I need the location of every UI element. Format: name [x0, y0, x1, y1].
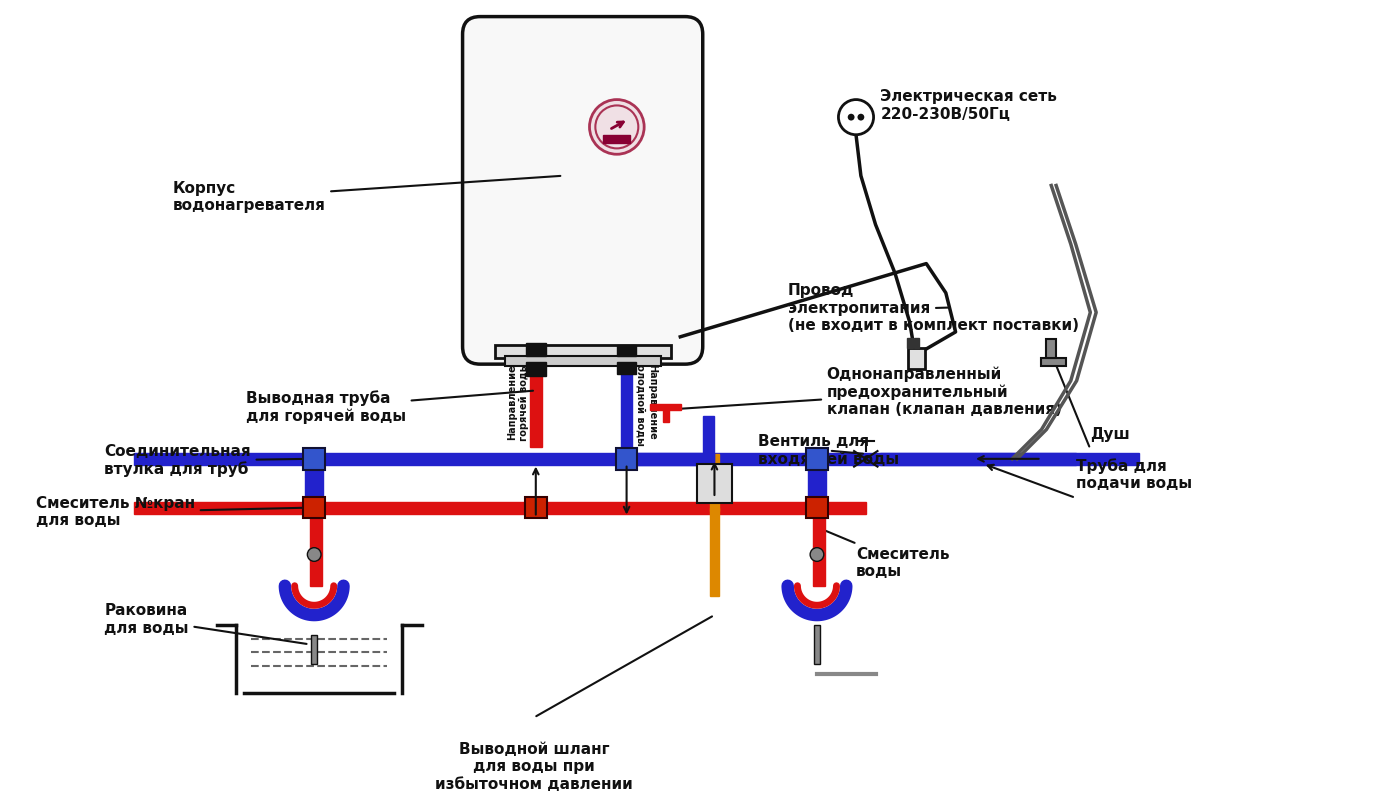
- Bar: [617, 362, 637, 374]
- Text: Однонаправленный
предохранительный
клапан (клапан давления): Однонаправленный предохранительный клапа…: [663, 366, 1062, 417]
- Bar: [650, 404, 681, 410]
- Bar: [495, 345, 670, 358]
- Bar: [310, 508, 322, 586]
- Text: Направление
горячей воды: Направление горячей воды: [508, 363, 529, 442]
- Bar: [710, 454, 720, 510]
- Bar: [807, 448, 828, 470]
- Text: Выводной шланг
для воды при
избыточном давлении: Выводной шланг для воды при избыточном д…: [435, 742, 632, 792]
- Text: Душ: Душ: [1091, 427, 1131, 442]
- Bar: [311, 634, 317, 664]
- Bar: [303, 448, 325, 470]
- Bar: [913, 338, 919, 347]
- Bar: [617, 345, 637, 356]
- FancyBboxPatch shape: [462, 17, 703, 364]
- Bar: [306, 453, 322, 502]
- Text: Провод
электропитания
(не входит в комплект поставки): Провод электропитания (не входит в компл…: [787, 283, 1078, 333]
- Bar: [812, 508, 825, 586]
- Circle shape: [590, 99, 644, 154]
- Bar: [710, 508, 720, 595]
- Bar: [621, 346, 632, 447]
- Bar: [530, 346, 541, 447]
- Text: Труба для
подачи воды: Труба для подачи воды: [1075, 458, 1192, 491]
- Bar: [134, 453, 1139, 465]
- Text: Смеситель №кран
для воды: Смеситель №кран для воды: [36, 496, 306, 528]
- Bar: [908, 347, 926, 369]
- Bar: [627, 453, 714, 465]
- Circle shape: [595, 106, 638, 148]
- Bar: [663, 408, 668, 422]
- Text: Направление
холодной воды: Направление холодной воды: [635, 358, 657, 446]
- Bar: [808, 453, 826, 502]
- Circle shape: [307, 548, 321, 562]
- Bar: [1046, 338, 1056, 358]
- Bar: [526, 342, 545, 356]
- Text: Вентиль для
входящей воды: Вентиль для входящей воды: [758, 434, 900, 467]
- Bar: [525, 497, 547, 518]
- Bar: [907, 338, 912, 347]
- Bar: [698, 464, 732, 502]
- Circle shape: [839, 99, 873, 134]
- Bar: [1042, 358, 1066, 366]
- Bar: [807, 497, 828, 518]
- Text: Смеситель
воды: Смеситель воды: [819, 528, 949, 579]
- Circle shape: [810, 548, 823, 562]
- Text: Соединительная
втулка для труб: Соединительная втулка для труб: [104, 444, 306, 478]
- Bar: [526, 362, 545, 376]
- Bar: [603, 134, 631, 142]
- Circle shape: [848, 114, 854, 121]
- Bar: [880, 453, 1075, 465]
- Bar: [814, 625, 819, 664]
- Text: Корпус
водонагревателя: Корпус водонагревателя: [173, 176, 561, 213]
- Bar: [303, 497, 325, 518]
- Bar: [703, 416, 714, 465]
- Text: Электрическая сеть
220-230В/50Гц: Электрическая сеть 220-230В/50Гц: [880, 90, 1057, 122]
- Circle shape: [858, 114, 865, 121]
- Bar: [134, 502, 866, 514]
- Bar: [616, 448, 637, 470]
- Text: Выводная труба
для горячей воды: Выводная труба для горячей воды: [246, 390, 533, 424]
- Bar: [505, 356, 660, 366]
- Text: Раковина
для воды: Раковина для воды: [104, 603, 307, 644]
